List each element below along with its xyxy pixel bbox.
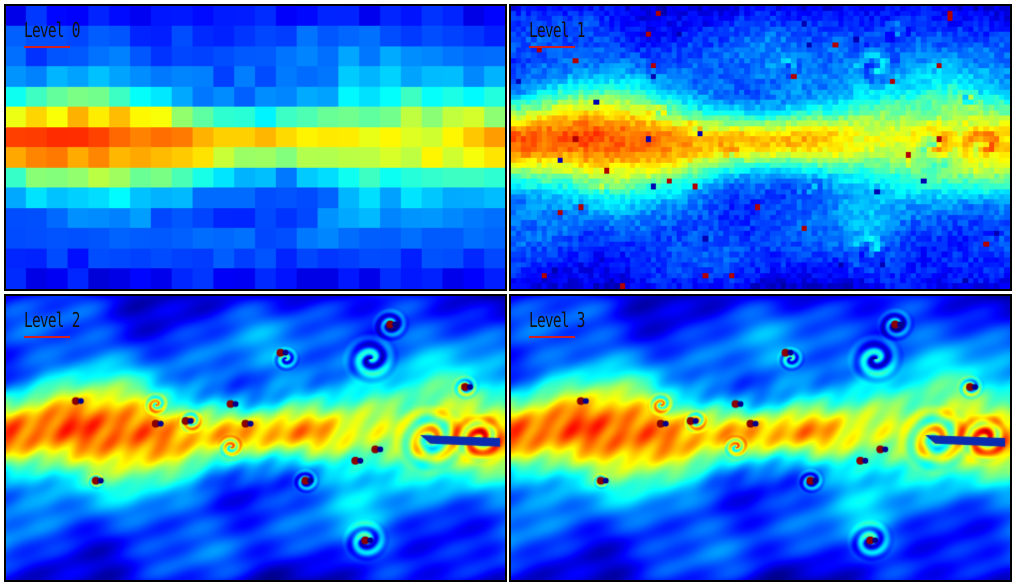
level-0-underline	[24, 46, 70, 48]
level-0-field-image	[6, 6, 505, 289]
level-2-underline	[24, 336, 70, 338]
level-1-label: Level 1	[529, 18, 585, 42]
level-3-panel: Level 3	[509, 294, 1012, 582]
level-0-label: Level 0	[24, 18, 80, 42]
level-1-panel: Level 1	[509, 4, 1012, 291]
level-3-underline	[529, 336, 575, 338]
level-3-field-image	[511, 296, 1010, 580]
level-2-panel: Level 2	[4, 294, 507, 582]
level-3-label: Level 3	[529, 308, 585, 332]
level-1-underline	[529, 46, 575, 48]
level-2-label: Level 2	[24, 308, 80, 332]
level-1-field-image	[511, 6, 1010, 289]
level-2-field-image	[6, 296, 505, 580]
level-0-panel: Level 0	[4, 4, 507, 291]
